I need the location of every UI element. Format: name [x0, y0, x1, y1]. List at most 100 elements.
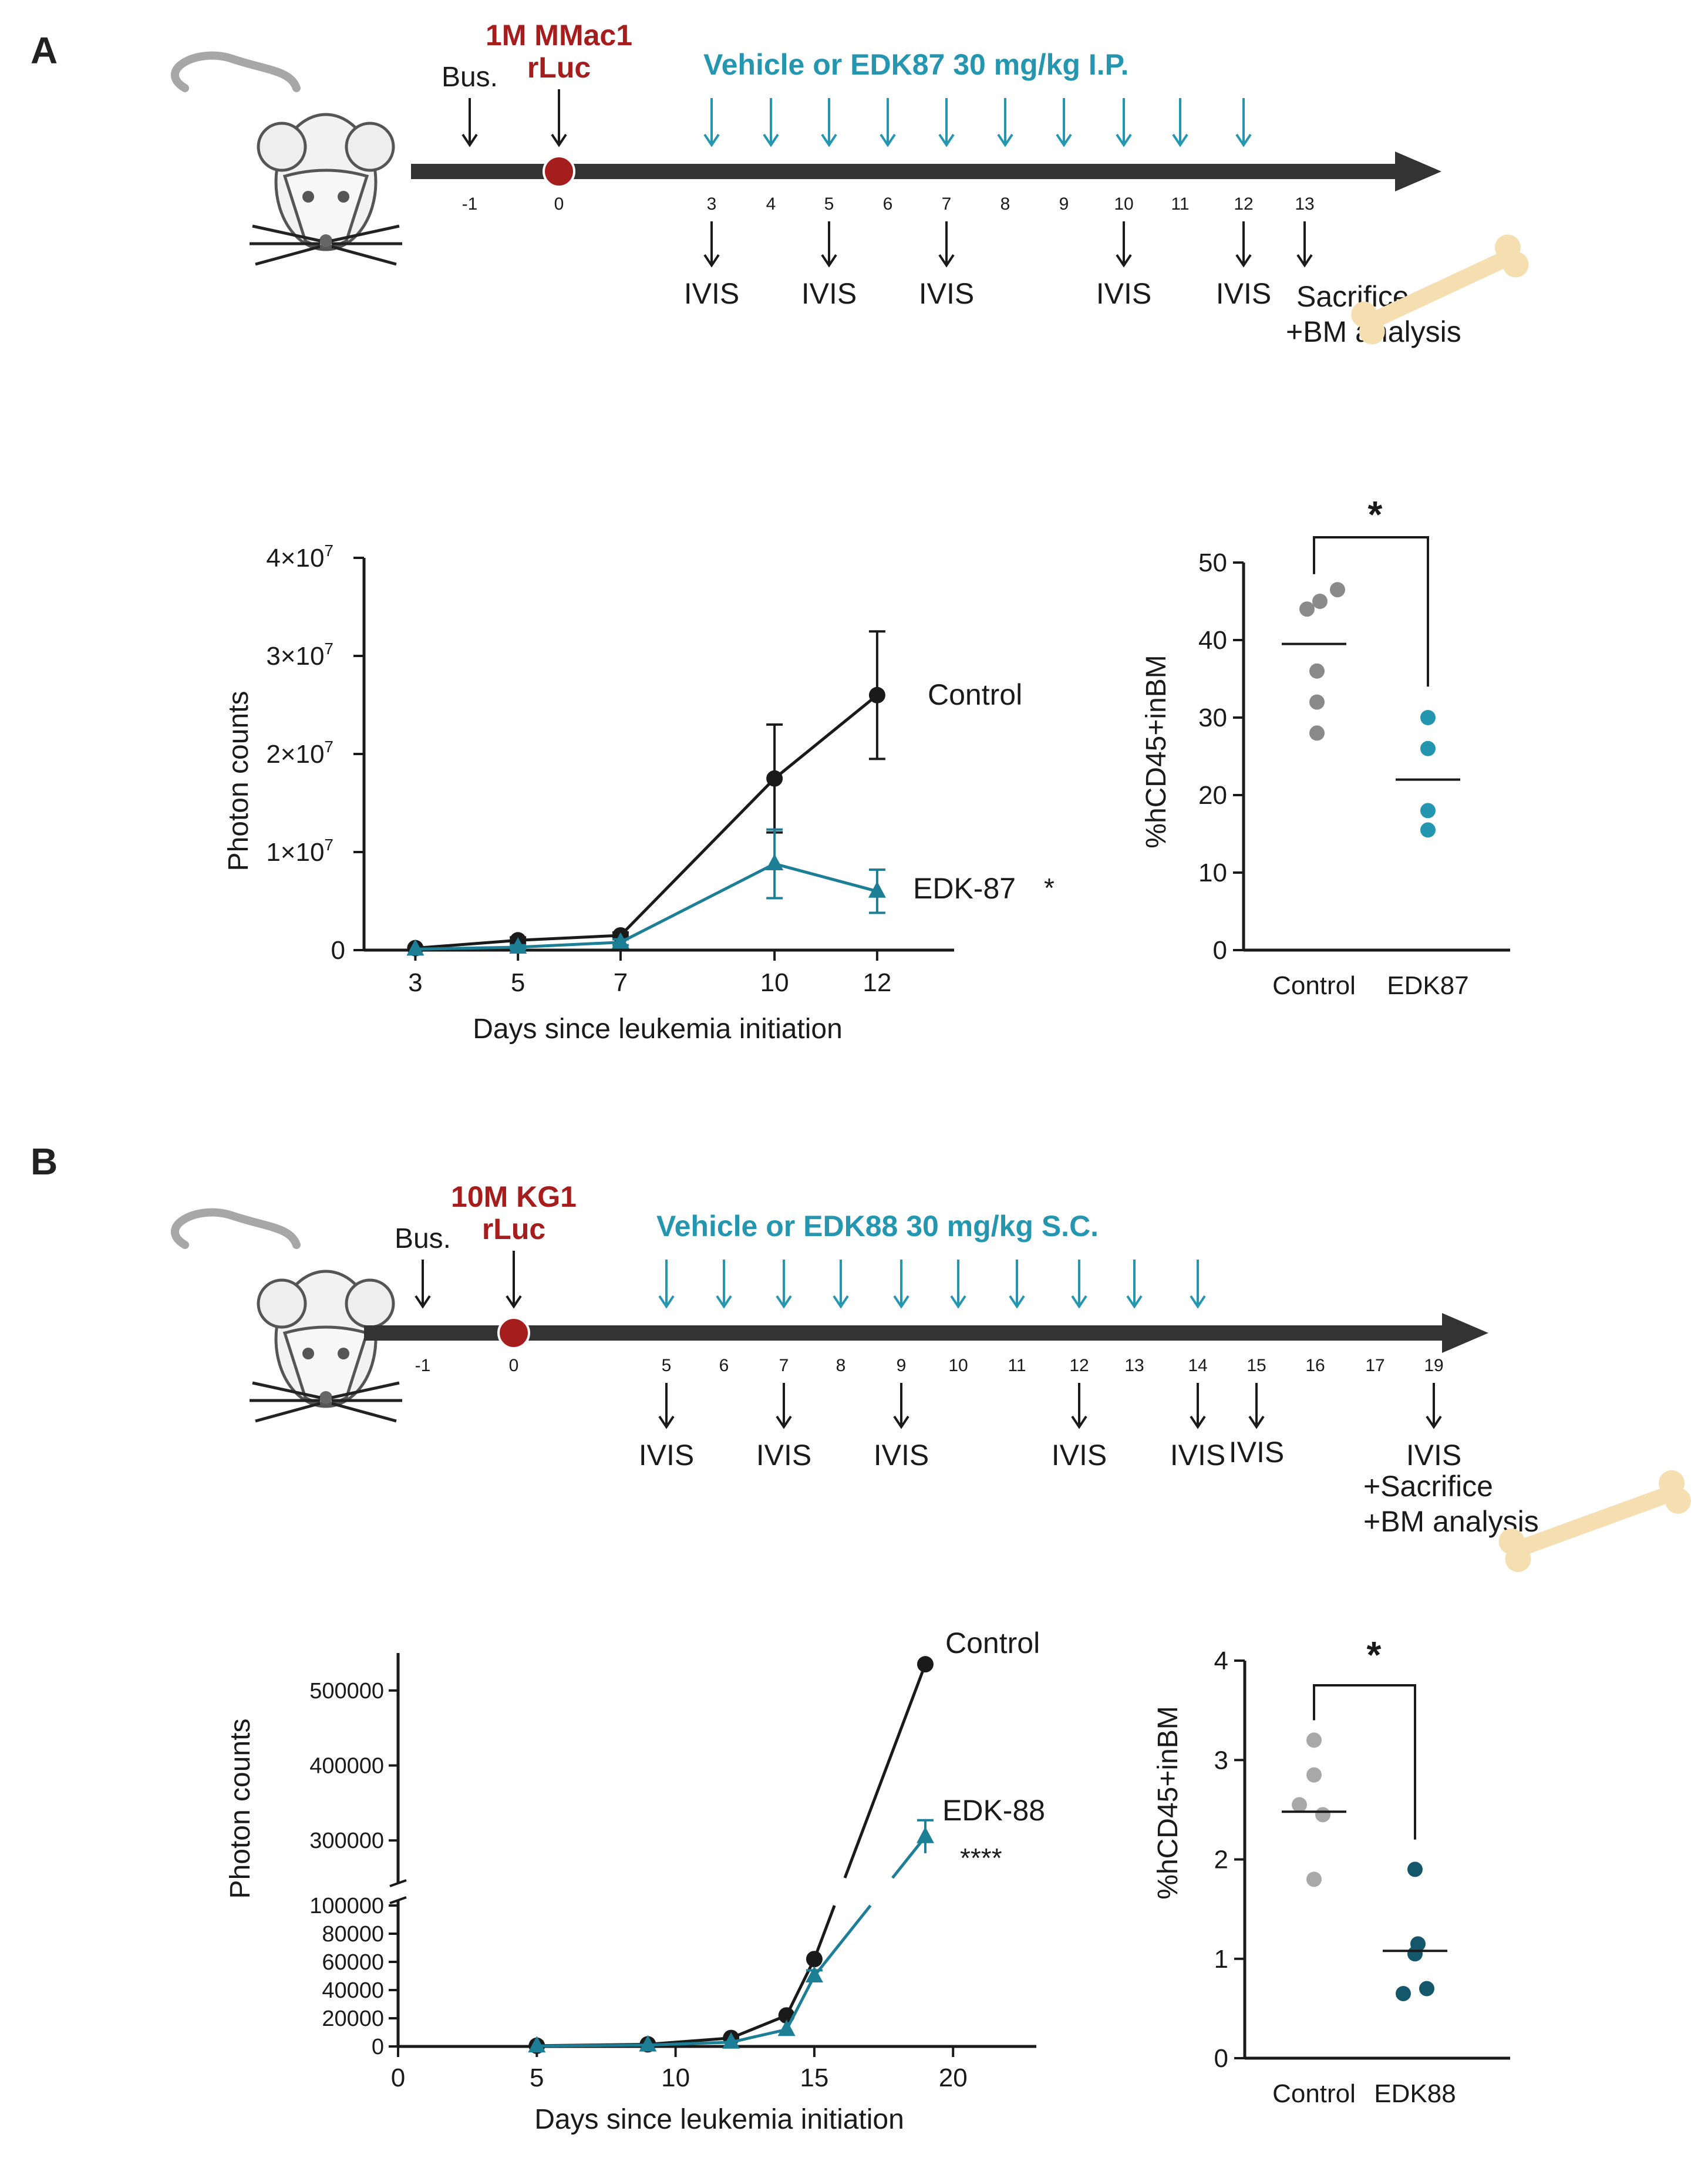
timeline-day-label: 14 — [1188, 1356, 1207, 1375]
y-tick-label: 400000 — [309, 1754, 384, 1779]
ivis-label: IVIS — [684, 277, 739, 310]
data-point-EDK88 — [1407, 1861, 1423, 1877]
y-tick-label: 50 — [1198, 548, 1227, 577]
timeline-day-label: 13 — [1124, 1356, 1144, 1375]
data-point-EDK-88 — [528, 2036, 546, 2053]
data-point-EDK-88 — [805, 1966, 823, 1982]
ivis-arrow-head — [1426, 1415, 1442, 1429]
ivis-arrow-head — [776, 1415, 792, 1429]
timeline-day-label: 9 — [1059, 194, 1069, 214]
series-segment-Control — [843, 1664, 927, 1879]
x-category-label: EDK87 — [1387, 971, 1468, 1000]
y-tick-label: 300000 — [309, 1829, 384, 1853]
ivis-arrow-head — [1116, 254, 1132, 268]
series-segment-EDK-88 — [648, 2041, 732, 2047]
timeline-day-label: 19 — [1424, 1356, 1443, 1375]
y-tick-label: 2 — [1214, 1846, 1228, 1874]
series-segment-EDK-88 — [785, 1975, 816, 2031]
dot-chart-a: %hCD45+inBM * 0 10 20 30 40 50 Control EDK87 — [1141, 493, 1510, 1000]
end-arrow-head — [1296, 254, 1313, 268]
timeline-day-label: 5 — [824, 194, 834, 214]
timeline-day-label: 9 — [897, 1356, 907, 1375]
x-tick-label: 0 — [391, 2063, 405, 2092]
ivis-arrow-head — [1248, 1415, 1265, 1429]
ivis-label: IVIS — [1216, 277, 1271, 310]
ivis-label: IVIS — [1229, 1436, 1284, 1469]
x-tick-label: 20 — [939, 2063, 968, 2092]
timeline-day-label: 12 — [1234, 194, 1253, 214]
x-tick-label: 10 — [760, 968, 789, 997]
line-chart-b-edk-sig: **** — [960, 1843, 1002, 1873]
y-tick-label: 0 — [1213, 936, 1227, 965]
x-tick-label: 7 — [614, 968, 628, 997]
line-chart-a-edk-label: EDK-87 — [913, 872, 1016, 905]
line-chart-a-xlabel: Days since leukemia initiation — [473, 1014, 843, 1045]
timeline-day-label: 10 — [948, 1356, 968, 1375]
ivis-label: IVIS — [801, 277, 857, 310]
cell-line-label: 1M MMac1 — [486, 19, 632, 52]
data-point-EDK-88 — [777, 2019, 796, 2036]
timeline-b: -1 0 5 6 7 8 9 10 11 12 13 14 15 16 17 19 Bus.10M KG1rLu… — [364, 1180, 1539, 1538]
timeline-day-label: 16 — [1305, 1356, 1325, 1375]
data-point-EDK87 — [1420, 803, 1436, 819]
dose-arrow-head — [1056, 133, 1072, 147]
axis-break-mark — [389, 1879, 407, 1887]
ivis-arrow-head — [703, 254, 720, 268]
end-label-1: +Sacrifice — [1363, 1470, 1493, 1503]
timeline-arrowhead — [1442, 1313, 1488, 1353]
x-tick-label: 3 — [408, 968, 422, 997]
ivis-arrow-head — [1071, 1415, 1087, 1429]
y-tick-label: 80000 — [322, 1922, 384, 1947]
dot-chart-b: %hCD45+inBM * 0 1 2 3 4 Control EDK88 — [1153, 1634, 1510, 2108]
dose-arrow-head — [1116, 133, 1132, 147]
ivis-label: IVIS — [919, 277, 974, 310]
dose-arrow-head — [821, 133, 837, 147]
series-segment-EDK-88 — [537, 2044, 648, 2048]
series-line-Control — [415, 694, 878, 950]
line-chart-b-ylabel: Photon counts — [225, 1719, 256, 1899]
ivis-arrow-head — [938, 254, 955, 268]
timeline-day-label: 11 — [1008, 1356, 1026, 1375]
data-point-Control — [1306, 1732, 1322, 1748]
ivis-label: IVIS — [1170, 1439, 1225, 1472]
y-tick-label: 100000 — [309, 1894, 384, 1918]
data-point-Control — [1330, 582, 1345, 598]
dose-arrow-head — [893, 1295, 909, 1309]
mouse-icon — [171, 51, 402, 266]
data-point-Control — [1315, 1807, 1330, 1823]
y-tick-label: 4×107 — [266, 541, 333, 573]
busulfan-arrow-head — [461, 133, 478, 147]
dot-chart-b-sig: * — [1367, 1634, 1382, 1676]
timeline-day-label: 4 — [766, 194, 776, 214]
y-tick-label: 3 — [1214, 1746, 1228, 1775]
dose-arrow-head — [763, 133, 779, 147]
x-category-label: Control — [1272, 2079, 1356, 2108]
dose-arrow-head — [1009, 1295, 1025, 1309]
dose-arrow-head — [833, 1295, 849, 1309]
timeline-day-label: 0 — [509, 1356, 519, 1375]
y-tick-label: 10 — [1198, 859, 1227, 887]
data-point-Control — [1306, 1767, 1322, 1783]
series-segment-Control — [813, 1905, 836, 1960]
dose-arrow-head — [1172, 133, 1188, 147]
timeline-day-label: 3 — [707, 194, 717, 214]
data-point-Control — [806, 1951, 823, 1968]
data-point-Control — [917, 1656, 934, 1673]
timeline-day-label: 0 — [554, 194, 564, 214]
data-point-Control — [1309, 725, 1325, 741]
y-tick-label: 0 — [1214, 2044, 1228, 2073]
y-tick-label: 0 — [372, 2035, 384, 2059]
timeline-day-label: 6 — [719, 1356, 729, 1375]
series-segment-Control — [730, 2014, 787, 2039]
data-point-Control — [868, 686, 885, 703]
data-point-EDK87 — [1420, 822, 1436, 838]
timeline-arrowhead — [1395, 152, 1441, 191]
series-segment-EDK-88 — [891, 1836, 927, 1879]
significance-bracket — [1313, 536, 1429, 687]
y-tick-label: 3×107 — [266, 639, 333, 671]
ivis-label: IVIS — [874, 1439, 929, 1472]
cell-injection-arrow-head — [551, 133, 567, 147]
x-category-label: Control — [1272, 971, 1356, 1000]
